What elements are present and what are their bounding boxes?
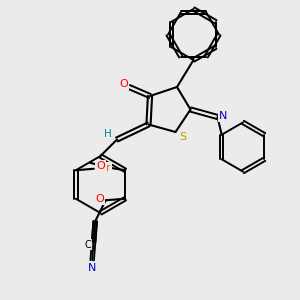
Text: N: N	[219, 111, 227, 122]
Text: Br: Br	[100, 163, 111, 173]
Text: O: O	[95, 194, 104, 204]
Text: O: O	[119, 79, 128, 89]
Text: S: S	[179, 132, 187, 142]
Text: C: C	[85, 240, 92, 250]
Text: N: N	[88, 263, 96, 273]
Text: O: O	[96, 161, 105, 171]
Text: H: H	[103, 129, 111, 139]
